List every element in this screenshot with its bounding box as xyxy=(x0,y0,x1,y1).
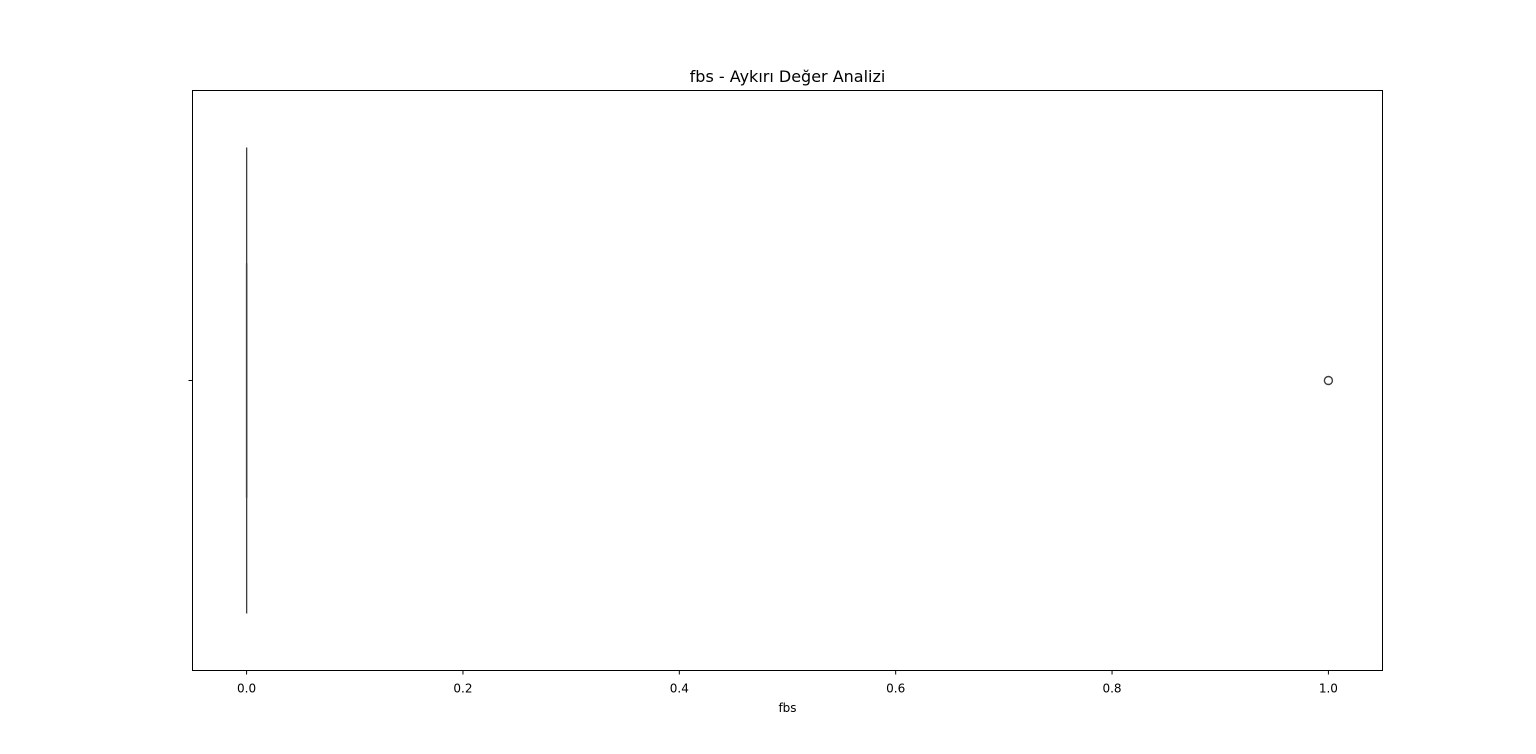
chart-title: fbs - Aykırı Değer Analizi xyxy=(690,67,886,86)
x-tick-label: 0.0 xyxy=(237,682,256,696)
x-axis-ticks: 0.0 0.2 0.4 0.6 0.8 1.0 xyxy=(237,670,1338,696)
outlier-point xyxy=(1323,375,1334,386)
plot-frame xyxy=(192,90,1383,671)
x-tick-label: 0.2 xyxy=(453,682,472,696)
x-axis-label: fbs xyxy=(778,701,796,715)
x-tick-label: 0.6 xyxy=(886,682,905,696)
x-tick-label: 0.8 xyxy=(1102,682,1121,696)
x-tick-label: 0.4 xyxy=(670,682,689,696)
box-group xyxy=(245,147,1334,614)
x-tick-label: 1.0 xyxy=(1319,682,1338,696)
